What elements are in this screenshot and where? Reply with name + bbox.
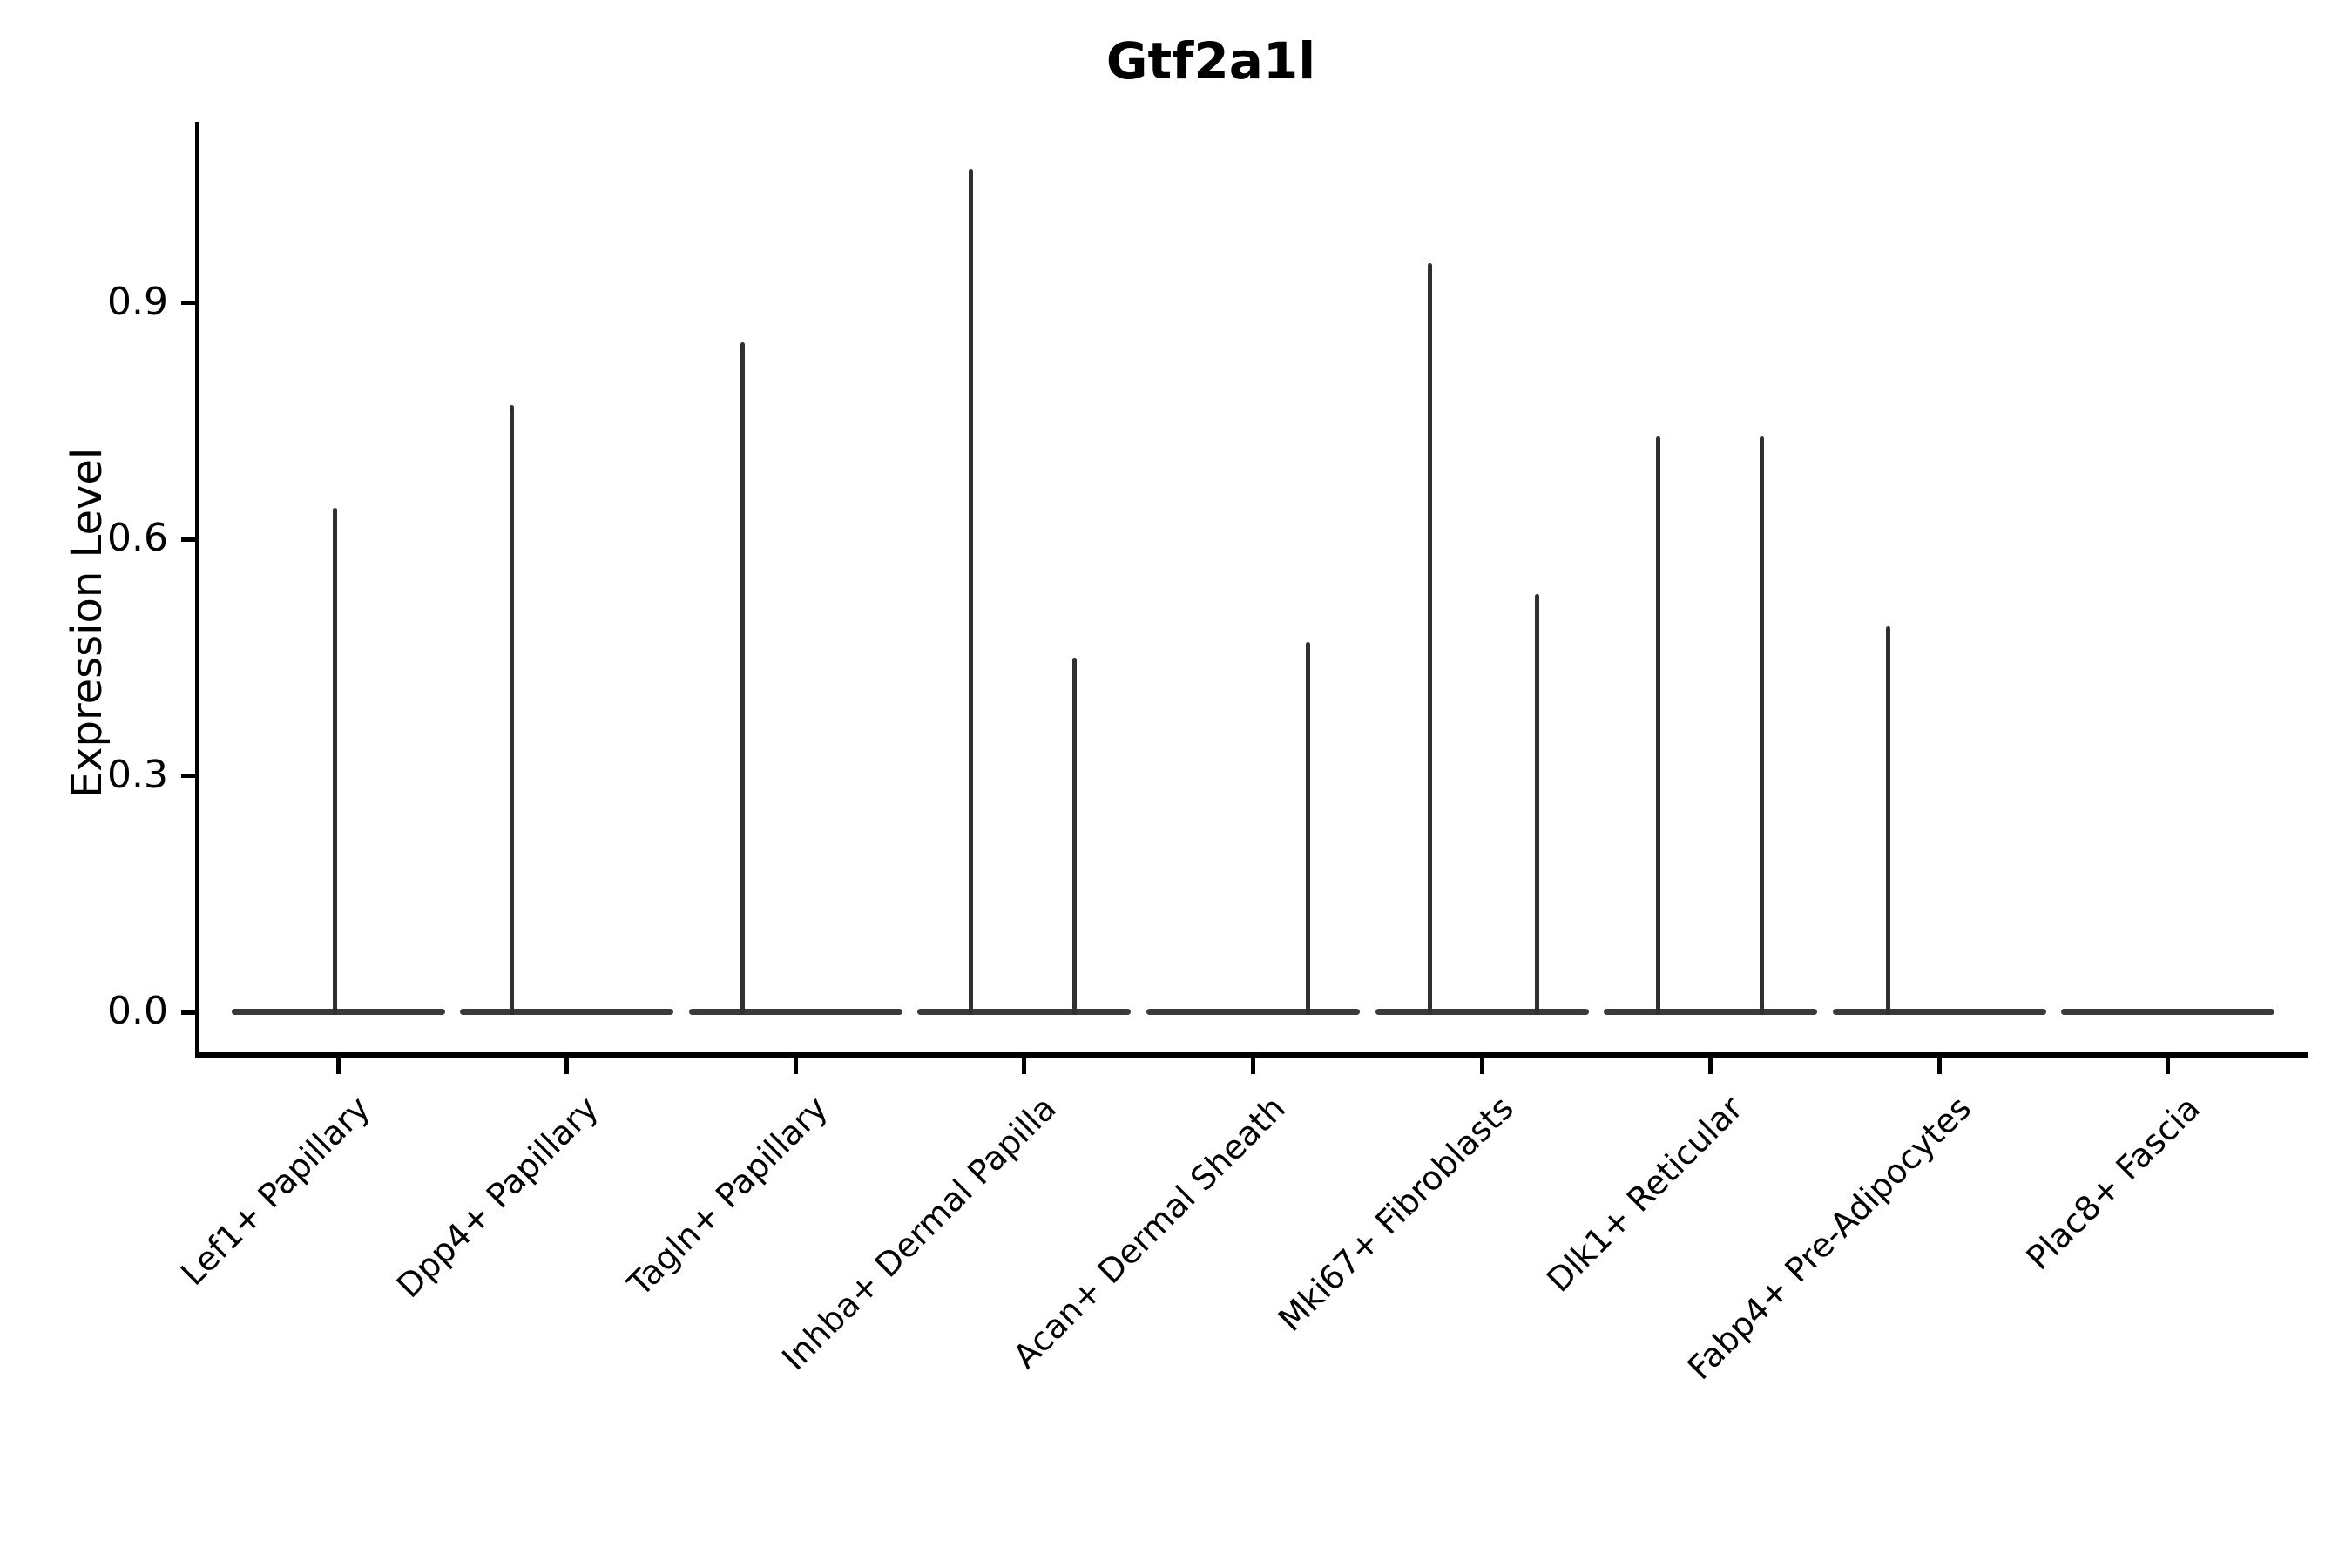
x-tick-mark [564,1058,570,1074]
violin-spike [740,341,745,1015]
violin-spike [1305,641,1310,1015]
y-tick-label: 0.3 [107,752,168,797]
violin-spike [1656,436,1661,1015]
violin-base [231,1009,445,1015]
violin-spike [1760,436,1765,1015]
y-axis-spine [195,122,199,1058]
x-tick-mark [1708,1058,1713,1074]
x-tick-label: Tagln+ Papillary [619,1088,835,1304]
x-tick-label: Plac8+ Fascia [2018,1088,2207,1278]
violin-base [2061,1009,2275,1015]
violin-spike [1427,263,1432,1015]
violin-spike [1072,657,1078,1015]
plot-title: Gtf2a1l [1105,31,1316,91]
x-tick-mark [1250,1058,1255,1074]
x-tick-label: Mki67+ Fibroblasts [1270,1088,1521,1339]
violin-base [1832,1009,2046,1015]
x-tick-mark [2166,1058,2171,1074]
x-tick-label: Lef1+ Papillary [172,1088,377,1293]
y-tick-mark [181,1010,198,1015]
y-tick-mark [181,537,198,542]
y-tick-mark [181,301,198,305]
y-axis-label: Expression Level [63,447,112,799]
x-tick-mark [1936,1058,1942,1074]
x-tick-mark [793,1058,798,1074]
violin-spike [1534,594,1539,1015]
violin-base [688,1009,902,1015]
violin-base [917,1009,1132,1015]
x-axis-spine [195,1052,2308,1058]
violin-spike [510,405,515,1015]
x-tick-label: Dpp4+ Papillary [389,1088,606,1306]
x-tick-label: Acan+ Dermal Sheath [1004,1088,1293,1376]
violin-base [1146,1009,1360,1015]
violin-spike [969,168,974,1015]
y-tick-label: 0.0 [107,989,168,1033]
violin-base [1604,1009,1818,1015]
y-tick-label: 0.9 [107,279,168,324]
violin-base [460,1009,674,1015]
x-tick-mark [1479,1058,1484,1074]
y-tick-label: 0.6 [107,516,168,560]
y-tick-mark [181,774,198,778]
violin-spike [332,507,337,1015]
violin-spike [1885,625,1890,1015]
x-tick-label: Dlk1+ Reticular [1538,1088,1750,1300]
violin-base [1375,1009,1589,1015]
x-tick-mark [1022,1058,1027,1074]
x-tick-mark [335,1058,341,1074]
